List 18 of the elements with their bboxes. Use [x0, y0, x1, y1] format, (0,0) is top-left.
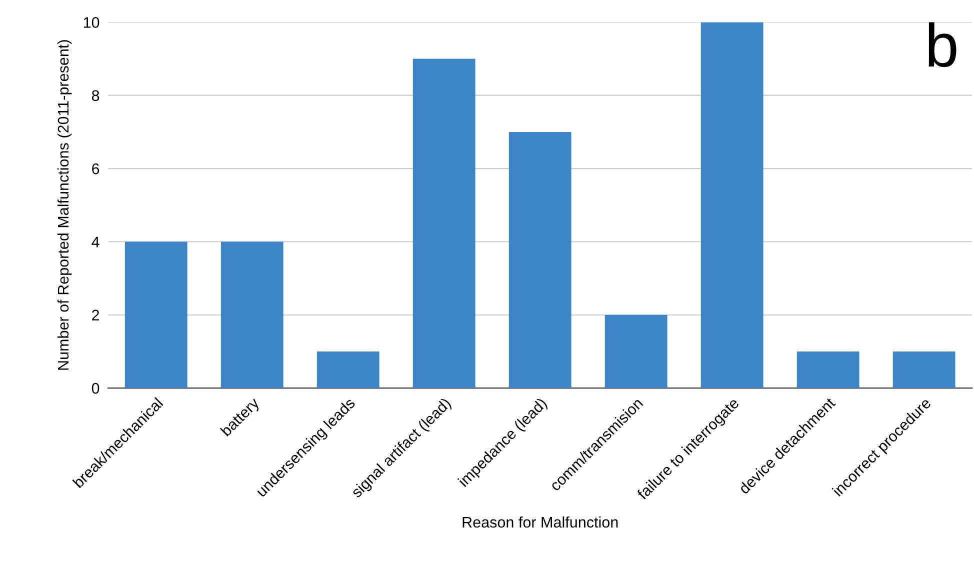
x-axis-title: Reason for Malfunction	[462, 516, 618, 528]
y-tick-label: 8	[92, 90, 100, 102]
y-axis-title: Number of Reported Malfunctions (2011-present)	[57, 40, 72, 370]
bar	[508, 132, 572, 388]
bar	[892, 351, 956, 388]
y-tick-label: 10	[84, 17, 100, 28]
y-tick-label: 4	[92, 236, 100, 248]
bar	[412, 58, 476, 388]
bar	[316, 351, 380, 388]
bar	[796, 351, 860, 388]
bar	[604, 314, 668, 388]
bar	[220, 242, 284, 388]
y-tick-label: 6	[92, 163, 100, 174]
annotation: b	[928, 22, 956, 68]
y-tick-label: 2	[92, 310, 100, 320]
bar	[700, 22, 764, 388]
bar	[124, 242, 188, 388]
y-tick-label: 0	[92, 382, 100, 394]
